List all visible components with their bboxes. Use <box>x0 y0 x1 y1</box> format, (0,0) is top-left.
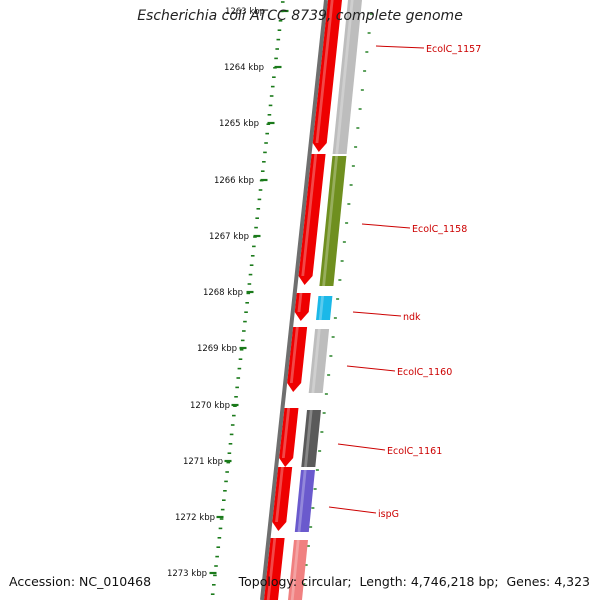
cds-arrow <box>279 408 299 467</box>
ruler-label: 1264 kbp <box>224 63 264 73</box>
gene-block-highlight <box>318 296 324 320</box>
cds-arrow <box>272 467 293 531</box>
gene-label-leader <box>328 506 377 514</box>
gene-block <box>319 156 347 286</box>
gene-features <box>288 0 362 600</box>
gene-label-leader <box>361 223 411 229</box>
gene-label: EcolC_1157 <box>426 44 481 55</box>
ruler-ticks <box>210 1 373 596</box>
gene-label: EcolC_1158 <box>412 224 467 235</box>
gene-block-highlight <box>322 156 338 286</box>
length-value: 4,746,218 bp <box>410 574 495 589</box>
gene-label: ndk <box>403 312 421 323</box>
gene-block-highlight <box>290 540 300 600</box>
genome-backbone <box>260 0 328 600</box>
cds-arrow-highlight <box>315 0 334 143</box>
ruler-label: 1268 kbp <box>203 288 243 298</box>
gene-block <box>288 540 308 600</box>
gene-label-leader <box>352 311 402 317</box>
cds-arrow <box>312 0 342 152</box>
ruler-label: 1272 kbp <box>175 513 215 523</box>
gene-block <box>316 296 333 320</box>
ruler-label: 1270 kbp <box>190 401 230 411</box>
gene-block-highlight <box>297 470 307 532</box>
gene-block <box>301 410 321 467</box>
cds-arrow-highlight <box>266 538 277 600</box>
cds-arrow <box>287 327 308 392</box>
cds-arrow <box>294 293 311 321</box>
accession-label: Accession: <box>9 574 76 589</box>
ruler-label: 1267 kbp <box>209 232 249 242</box>
cds-arrow-highlight <box>289 327 299 383</box>
ruler-label: 1271 kbp <box>183 457 223 467</box>
ruler-label: 1263 kbp <box>225 7 265 17</box>
cds-arrow <box>264 538 285 600</box>
map-title: Escherichia coli ATCC 8739, complete gen… <box>137 8 463 24</box>
gene-block <box>294 470 315 532</box>
gene-label-leader <box>337 443 386 451</box>
genes-value: 4,323 <box>554 574 590 589</box>
ruler-labels: 1263 kbp 1264 kbp 1265 kbp 1266 kbp 1267 kbp… <box>167 7 289 579</box>
accession-value: NC_010468 <box>79 574 152 589</box>
ruler-label: 1269 kbp <box>197 344 237 354</box>
cds-arrow-highlight <box>281 408 291 458</box>
accession-info: Accession: NC_010468 <box>9 574 151 589</box>
gene-block-highlight <box>304 410 313 467</box>
ruler-label: 1265 kbp <box>219 119 259 129</box>
gene-label-leader <box>375 45 425 49</box>
genes-label: Genes: <box>506 574 551 589</box>
gene-label: EcolC_1160 <box>397 367 452 378</box>
gene-label-leader <box>346 365 396 372</box>
forward-strand-features <box>264 0 342 600</box>
gene-block-highlight <box>335 0 354 154</box>
topology-value: circular <box>301 574 348 589</box>
gene-block <box>308 329 330 393</box>
backbone-line <box>260 0 328 600</box>
ruler-label: 1266 kbp <box>214 176 254 186</box>
topology-label: Topology: <box>238 574 298 589</box>
genome-summary: Topology: circular; Length: 4,746,218 bp… <box>238 574 590 589</box>
ruler-label: 1273 kbp <box>167 569 207 579</box>
gene-label: EcolC_1161 <box>387 446 442 457</box>
cds-arrow-highlight <box>297 293 303 312</box>
gene-label: ispG <box>378 509 399 520</box>
cds-arrow <box>298 154 326 285</box>
gene-block <box>332 0 362 154</box>
gene-block-highlight <box>311 329 321 393</box>
cds-arrow-highlight <box>301 154 318 276</box>
length-label: Length: <box>359 574 407 589</box>
cds-arrow-highlight <box>275 467 284 522</box>
